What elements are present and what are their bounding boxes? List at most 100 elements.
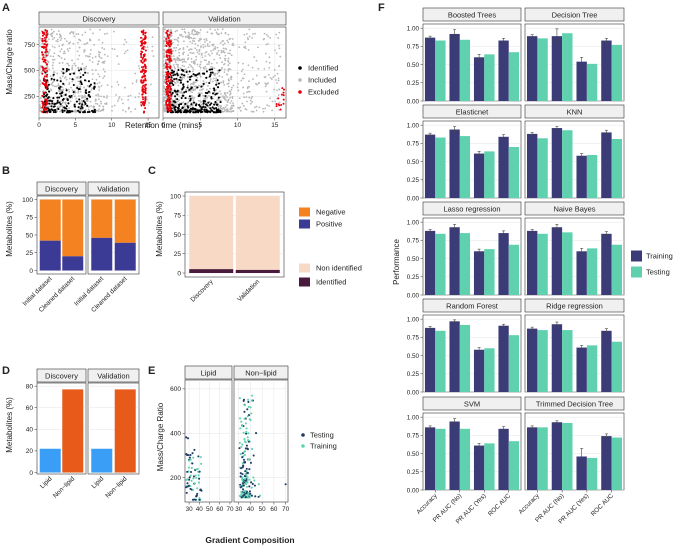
a-point-included bbox=[245, 96, 248, 99]
e-point-testing bbox=[198, 477, 201, 480]
a-point-included bbox=[81, 34, 84, 36]
a-point-included bbox=[236, 72, 239, 75]
a-point-included bbox=[196, 51, 199, 54]
d-ytick-label: 40 bbox=[26, 427, 34, 434]
a-ytick-label: 750 bbox=[24, 42, 35, 49]
b-bar-negative bbox=[62, 199, 84, 257]
a-point-excluded bbox=[141, 66, 144, 69]
a-point-included bbox=[98, 95, 100, 97]
a-point-identified bbox=[186, 80, 189, 83]
a-point-included bbox=[219, 96, 222, 99]
a-point-excluded bbox=[167, 41, 170, 44]
a-ytick-label: 250 bbox=[24, 94, 35, 101]
a-point-excluded bbox=[166, 83, 169, 86]
a-point-included bbox=[227, 78, 230, 81]
b-ytick-label: 0 bbox=[29, 268, 33, 275]
e-point-training bbox=[246, 436, 249, 439]
a-point-included bbox=[71, 59, 73, 62]
a-point-included bbox=[53, 30, 55, 33]
a-point-included bbox=[199, 38, 202, 41]
a-point-included bbox=[123, 52, 126, 55]
a-point-included bbox=[238, 46, 241, 49]
a-point-included bbox=[208, 61, 210, 64]
a-point-included bbox=[164, 59, 167, 62]
f-bar-training bbox=[473, 349, 485, 392]
a-point-included bbox=[255, 82, 257, 85]
d-ytick-label: 80 bbox=[26, 383, 34, 390]
c-xtick-label: Validation bbox=[236, 278, 261, 303]
f-ytick-label: 0.50 bbox=[407, 451, 420, 458]
a-point-identified bbox=[210, 102, 213, 105]
a-point-excluded bbox=[45, 83, 48, 86]
a-point-excluded bbox=[45, 48, 48, 51]
a-point-included bbox=[162, 76, 165, 79]
a-point-identified bbox=[192, 73, 195, 76]
a-point-identified bbox=[174, 73, 177, 76]
a-point-included bbox=[241, 102, 244, 105]
e-point-testing bbox=[243, 475, 246, 478]
a-point-included bbox=[245, 108, 248, 111]
a-point-included bbox=[117, 83, 120, 86]
a-point-included bbox=[248, 28, 251, 31]
e-point-testing bbox=[241, 466, 244, 469]
a-point-included bbox=[191, 91, 194, 94]
e-point-testing bbox=[244, 460, 247, 463]
a-point-identified bbox=[70, 94, 73, 97]
a-point-included bbox=[205, 67, 208, 70]
a-point-included bbox=[162, 40, 165, 43]
f-facet-lasso-regression-strip bbox=[422, 201, 522, 216]
a-point-included bbox=[209, 80, 212, 82]
a-point-identified bbox=[185, 71, 188, 74]
a-point-identified bbox=[184, 102, 187, 106]
f-facet-lasso-regression-strip-label: Lasso regression bbox=[443, 205, 500, 214]
a-point-excluded bbox=[144, 77, 147, 80]
f-bar-training bbox=[473, 251, 485, 295]
a-point-included bbox=[98, 75, 101, 78]
a-point-included bbox=[228, 67, 231, 70]
a-point-identified bbox=[53, 109, 56, 112]
a-point-identified bbox=[94, 111, 97, 114]
a-point-included bbox=[227, 110, 230, 113]
f-bar-testing bbox=[435, 428, 446, 490]
a-point-identified bbox=[62, 72, 65, 75]
a-point-included bbox=[57, 54, 60, 57]
a-point-included bbox=[230, 88, 233, 91]
f-facet-elasticnet-strip bbox=[422, 104, 522, 119]
a-point-included bbox=[228, 62, 231, 65]
a-point-included bbox=[222, 49, 225, 52]
a-point-excluded bbox=[167, 85, 170, 88]
a-point-included bbox=[77, 33, 80, 35]
a-point-included bbox=[91, 72, 94, 75]
a-point-identified bbox=[190, 86, 193, 89]
f-bar-testing bbox=[459, 324, 471, 392]
e-ytick-label: 600 bbox=[170, 386, 181, 393]
e-point-testing bbox=[185, 486, 188, 489]
a-point-included bbox=[249, 102, 252, 105]
a-point-included bbox=[200, 54, 203, 56]
a-point-included bbox=[99, 51, 102, 54]
a-point-excluded bbox=[41, 58, 44, 61]
f-bar-testing bbox=[459, 39, 471, 101]
a-point-included bbox=[94, 98, 97, 101]
a-point-identified bbox=[178, 110, 181, 113]
a-point-included bbox=[165, 97, 168, 100]
a-point-included bbox=[171, 100, 173, 103]
f-bar-testing bbox=[611, 44, 623, 101]
a-point-included bbox=[113, 30, 115, 33]
a-point-included bbox=[237, 89, 240, 92]
a-point-excluded bbox=[166, 75, 169, 78]
f-facet-decision-tree-strip-label: Decision Tree bbox=[552, 11, 598, 20]
a-point-included bbox=[212, 77, 215, 80]
a-point-included bbox=[207, 84, 209, 87]
e-point-training bbox=[192, 477, 195, 480]
a-point-excluded bbox=[43, 70, 46, 73]
a-point-included bbox=[117, 63, 120, 66]
a-point-excluded bbox=[43, 75, 46, 78]
a-point-identified bbox=[217, 82, 220, 85]
a-point-included bbox=[68, 107, 70, 110]
a-point-included bbox=[48, 105, 50, 108]
a-point-included bbox=[187, 73, 190, 76]
a-point-included bbox=[85, 65, 88, 68]
a-point-included bbox=[130, 110, 132, 113]
e-point-testing bbox=[242, 464, 245, 467]
